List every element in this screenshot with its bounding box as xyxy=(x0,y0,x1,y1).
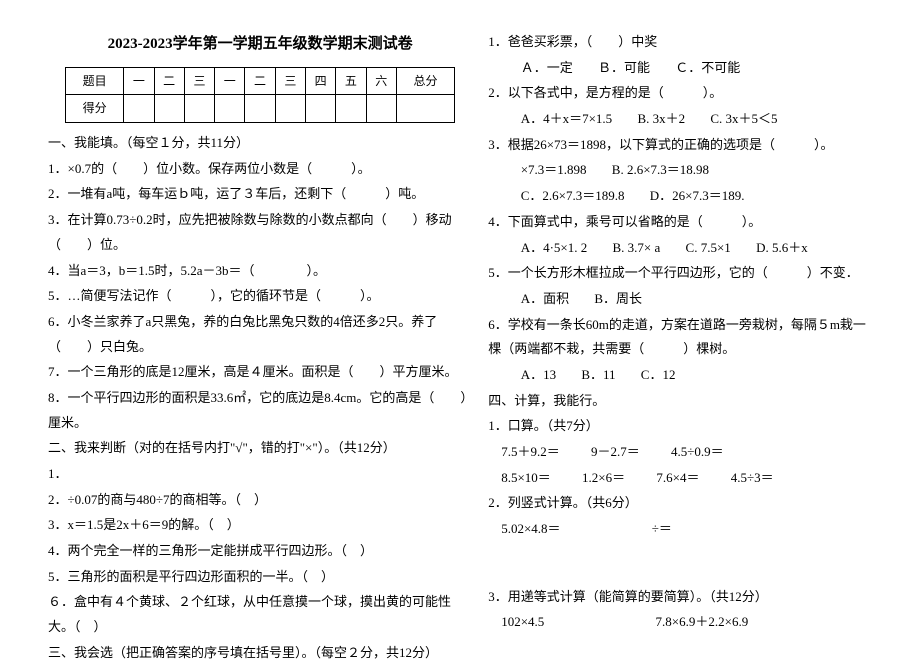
q4-1-title: 1．口算。（共7分） xyxy=(488,414,872,439)
q3-6: 6．学校有一条长60m的走道，方案在道路一旁栽树，每隔５m栽一棵（两端都不栽，共… xyxy=(488,313,872,362)
q2-3: 3．x＝1.5是2x＋6＝9的解。（ ） xyxy=(48,513,472,538)
th-9: 六 xyxy=(366,67,396,95)
cell xyxy=(366,95,396,123)
q3-2-opts: A．4＋x＝7×1.5 B. 3x＋2 C. 3x＋5＜5 xyxy=(488,107,872,132)
calc: 7.6×4＝ xyxy=(656,466,699,491)
th-0: 题目 xyxy=(65,67,123,95)
calc: 7.5＋9.2＝ xyxy=(501,440,560,465)
q2-6: ６．盒中有４个黄球、２个红球，从中任意摸一个球，摸出黄的可能性大。（ ） xyxy=(48,590,472,639)
calc: 102×4.5 xyxy=(501,610,544,635)
q1-5: 5．…简便写法记作（ ），它的循环节是（ ）。 xyxy=(48,284,472,309)
section-2-title: 二、我来判断（对的在括号内打"√"，错的打"×"）。（共12分） xyxy=(48,436,472,461)
q4-2-items: 5.02×4.8＝ ÷＝ xyxy=(488,517,872,542)
opt: C. 3x＋5＜5 xyxy=(710,107,777,132)
q2-2: 2．÷0.07的商与480÷7的商相等。（ ） xyxy=(48,488,472,513)
q4-2-title: 2．列竖式计算。（共6分） xyxy=(488,491,872,516)
opt: D．26×7.3＝189. xyxy=(650,184,745,209)
calc-row-2: 8.5×10＝ 1.2×6＝ 7.6×4＝ 4.5÷3＝ xyxy=(488,466,872,491)
q3-5-opts: A．面积 B．周长 xyxy=(488,287,872,312)
section-1-title: 一、我能填。（每空１分，共11分） xyxy=(48,131,472,156)
q3-1-opts: Ａ．一定 Ｂ．可能 Ｃ．不可能 xyxy=(488,56,872,81)
th-2: 二 xyxy=(154,67,184,95)
section-3-title: 三、我会选（把正确答案的序号填在括号里）。（每空２分，共12分） xyxy=(48,641,472,666)
th-10: 总分 xyxy=(396,67,454,95)
q1-2: 2．一堆有a吨，每车运ｂ吨，运了３车后，还剩下（ ）吨。 xyxy=(48,182,472,207)
q3-4-opts: A．4·5×1. 2 B. 3.7× a C. 7.5×1 D. 5.6＋x xyxy=(488,236,872,261)
th-6: 三 xyxy=(275,67,305,95)
opt: Ａ．一定 xyxy=(521,56,573,81)
opt: D. 5.6＋x xyxy=(756,236,808,261)
calc: 5.02×4.8＝ xyxy=(501,517,560,542)
calc: 7.8×6.9＋2.2×6.9 xyxy=(656,610,749,635)
q3-6-opts: A．13 B．11 C．12 xyxy=(488,363,872,388)
opt: B. 2.6×7.3＝18.98 xyxy=(612,158,709,183)
q1-4: 4．当a＝3，b＝1.5时，5.2a－3b＝（ ）。 xyxy=(48,259,472,284)
calc: ÷＝ xyxy=(652,517,672,542)
calc: 1.2×6＝ xyxy=(582,466,625,491)
cell xyxy=(154,95,184,123)
opt: A．4＋x＝7×1.5 xyxy=(521,107,612,132)
calc: 9－2.7＝ xyxy=(591,440,640,465)
opt: C. 7.5×1 xyxy=(686,236,731,261)
score-table: 题目 一 二 三 一 二 三 四 五 六 总分 得分 xyxy=(65,67,455,124)
opt: Ｃ．不可能 xyxy=(675,56,740,81)
opt: B. 3.7× a xyxy=(613,236,661,261)
q1-3: 3．在计算0.73÷0.2时，应先把被除数与除数的小数点都向（ ）移动（ ）位。 xyxy=(48,208,472,257)
th-5: 二 xyxy=(245,67,275,95)
q4-3-title: 3．用递等式计算（能简算的要简算）。（共12分） xyxy=(488,585,872,610)
th-3: 三 xyxy=(184,67,214,95)
opt: A．13 xyxy=(521,363,556,388)
q1-1: 1．×0.7的（ ）位小数。保存两位小数是（ ）。 xyxy=(48,157,472,182)
cell xyxy=(124,95,154,123)
q2-5: 5．三角形的面积是平行四边形面积的一半。（ ） xyxy=(48,565,472,590)
q3-3-opts-a: ×7.3＝1.898 B. 2.6×7.3＝18.98 xyxy=(488,158,872,183)
opt: B. 3x＋2 xyxy=(637,107,685,132)
cell xyxy=(245,95,275,123)
q3-3: 3．根据26×73＝1898，以下算式的正确的选项是（ ）。 xyxy=(488,133,872,158)
cell xyxy=(336,95,366,123)
q2-4: 4．两个完全一样的三角形一定能拼成平行四边形。（ ） xyxy=(48,539,472,564)
opt: ×7.3＝1.898 xyxy=(521,158,587,183)
q1-7: 7．一个三角形的底是12厘米，高是４厘米。面积是（ ）平方厘米。 xyxy=(48,360,472,385)
opt: B．周长 xyxy=(594,287,642,312)
cell xyxy=(396,95,454,123)
opt: B．11 xyxy=(581,363,615,388)
opt: A．4·5×1. 2 xyxy=(521,236,588,261)
q4-3-items: 102×4.5 7.8×6.9＋2.2×6.9 xyxy=(488,610,872,635)
exam-title: 2023-2023学年第一学期五年级数学期末测试卷 xyxy=(48,30,472,59)
th-4: 一 xyxy=(215,67,245,95)
th-7: 四 xyxy=(305,67,335,95)
calc: 8.5×10＝ xyxy=(501,466,551,491)
calc-row-1: 7.5＋9.2＝ 9－2.7＝ 4.5÷0.9＝ xyxy=(488,440,872,465)
q2-1: 1． xyxy=(48,462,472,487)
q3-3-opts-b: C．2.6×7.3＝189.8 D．26×7.3＝189. xyxy=(488,184,872,209)
q1-8: 8．一个平行四边形的面积是33.6㎡，它的底边是8.4cm。它的高是（ ）厘米。 xyxy=(48,386,472,435)
calc: 4.5÷0.9＝ xyxy=(671,440,724,465)
q3-2: 2．以下各式中，是方程的是（ ）。 xyxy=(488,81,872,106)
q3-1: 1．爸爸买彩票，（ ）中奖 xyxy=(488,30,872,55)
opt: C．12 xyxy=(641,363,676,388)
calc: 4.5÷3＝ xyxy=(731,466,774,491)
section-4-title: 四、计算，我能行。 xyxy=(488,389,872,414)
q3-5: 5．一个长方形木框拉成一个平行四边形，它的（ ）不变． xyxy=(488,261,872,286)
cell xyxy=(184,95,214,123)
cell xyxy=(215,95,245,123)
th-1: 一 xyxy=(124,67,154,95)
opt: Ｂ．可能 xyxy=(598,56,650,81)
q1-6: 6．小冬兰家养了a只黑兔，养的白兔比黑兔只数的4倍还多2只。养了（ ）只白兔。 xyxy=(48,310,472,359)
opt: A．面积 xyxy=(521,287,569,312)
row-label: 得分 xyxy=(65,95,123,123)
opt: C．2.6×7.3＝189.8 xyxy=(521,184,625,209)
cell xyxy=(305,95,335,123)
th-8: 五 xyxy=(336,67,366,95)
cell xyxy=(275,95,305,123)
q3-4: 4．下面算式中，乘号可以省略的是（ ）。 xyxy=(488,210,872,235)
